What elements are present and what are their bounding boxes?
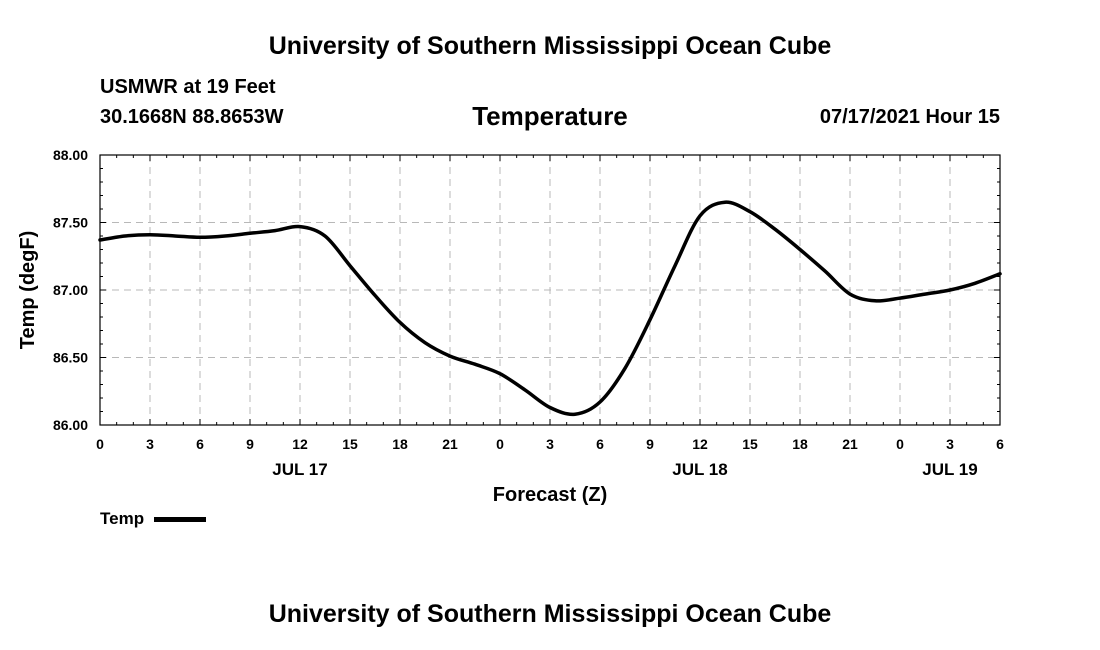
x-tick-label: 9 xyxy=(646,436,654,452)
legend-swatch-temp xyxy=(154,516,207,522)
x-tick-label: 21 xyxy=(442,436,458,452)
x-tick-label: 0 xyxy=(96,436,104,452)
footer-title: University of Southern Mississippi Ocean… xyxy=(268,600,832,628)
x-tick-label: 9 xyxy=(246,436,254,452)
x-tick-label: 6 xyxy=(596,436,604,452)
x-tick-label: 18 xyxy=(792,436,808,452)
x-tick-label: 3 xyxy=(546,436,554,452)
x-tick-label: 12 xyxy=(692,436,708,452)
x-tick-label: 15 xyxy=(742,436,758,452)
y-axis-title: Temp (degF) xyxy=(17,231,39,350)
x-day-label: JUL 17 xyxy=(272,460,327,479)
valid-time: 07/17/2021 Hour 15 xyxy=(819,106,1000,128)
axis-labels: 0 3 6 9 12 15 18 21 0 3 6 9 12 15 18 21 0 3 6 86.00 86.50 87.… xyxy=(53,147,1004,479)
x-tick-label: 0 xyxy=(496,436,504,452)
x-tick-label: 0 xyxy=(896,436,904,452)
x-day-label: JUL 18 xyxy=(672,460,727,479)
x-tick-label: 3 xyxy=(146,436,154,452)
legend: Temp xyxy=(100,509,207,529)
temp-series-line xyxy=(98,200,1002,417)
x-tick-label: 12 xyxy=(292,436,308,452)
y-tick-label: 88.00 xyxy=(53,147,88,163)
station-coordinates: 30.1668N 88.8653W xyxy=(100,106,284,128)
x-day-label: JUL 19 xyxy=(922,460,977,479)
grid xyxy=(100,155,1000,425)
x-tick-label: 6 xyxy=(196,436,204,452)
x-axis-title: Forecast (Z) xyxy=(493,484,607,506)
x-tick-label: 15 xyxy=(342,436,358,452)
legend-label-temp: Temp xyxy=(100,509,145,528)
page-title: University of Southern Mississippi Ocean… xyxy=(268,32,832,60)
x-tick-label: 6 xyxy=(996,436,1004,452)
plot-frame xyxy=(99,154,1001,426)
chart-title: Temperature xyxy=(472,101,628,131)
y-tick-label: 87.50 xyxy=(53,215,88,231)
station-name: USMWR at 19 Feet xyxy=(100,76,276,98)
x-tick-label: 3 xyxy=(946,436,954,452)
y-tick-label: 87.00 xyxy=(53,282,88,298)
x-tick-label: 18 xyxy=(392,436,408,452)
y-tick-label: 86.00 xyxy=(53,417,88,433)
y-tick-label: 86.50 xyxy=(53,350,88,366)
x-tick-label: 21 xyxy=(842,436,858,452)
